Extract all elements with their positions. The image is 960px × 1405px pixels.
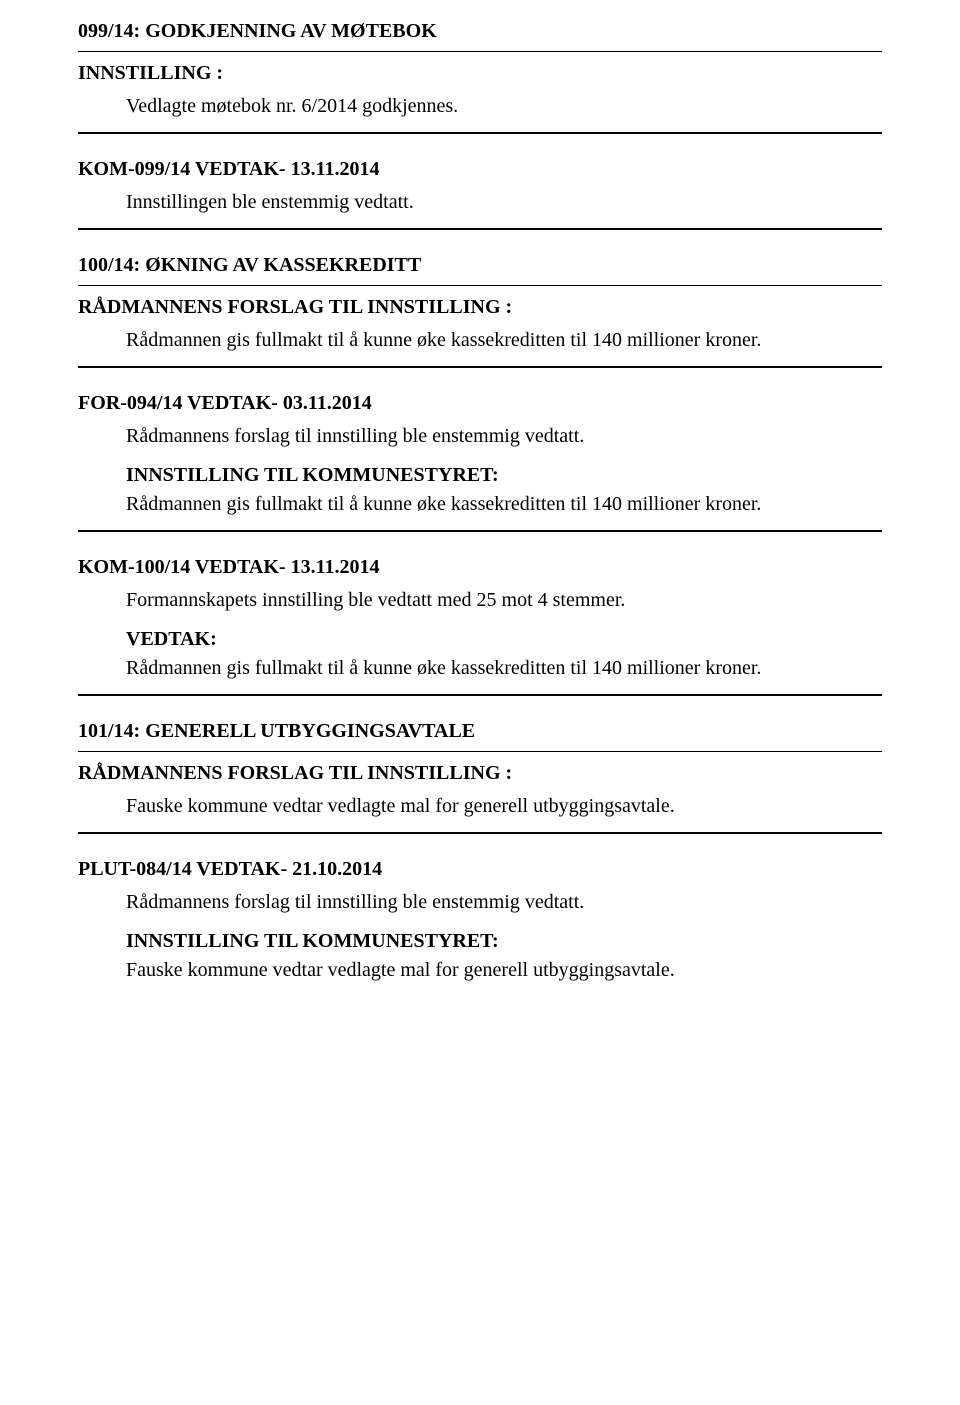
divider-thick bbox=[78, 694, 882, 696]
divider bbox=[78, 285, 882, 286]
divider bbox=[78, 751, 882, 752]
forslag-text-101: Fauske kommune vedtar vedlagte mal for g… bbox=[78, 795, 882, 818]
forslag-label: RÅDMANNENS FORSLAG TIL INNSTILLING : bbox=[78, 296, 882, 319]
for-094-label: FOR-094/14 VEDTAK- 03.11.2014 bbox=[78, 392, 882, 415]
section-101-title: 101/14: GENERELL UTBYGGINGSAVTALE bbox=[78, 720, 882, 743]
innstilling-kommunestyret-label: INNSTILLING TIL KOMMUNESTYRET: bbox=[78, 464, 882, 487]
for-094-text: Rådmannens forslag til innstilling ble e… bbox=[78, 425, 882, 448]
kom-100-text1: Formannskapets innstilling ble vedtatt m… bbox=[78, 589, 882, 612]
innstilling-kommunestyret-text: Rådmannen gis fullmakt til å kunne øke k… bbox=[78, 493, 882, 516]
kom-099-text: Innstillingen ble enstemmig vedtatt. bbox=[78, 191, 882, 214]
innstilling-kommunestyret-text-101: Fauske kommune vedtar vedlagte mal for g… bbox=[78, 959, 882, 982]
divider-thick bbox=[78, 366, 882, 368]
forslag-label-101: RÅDMANNENS FORSLAG TIL INNSTILLING : bbox=[78, 762, 882, 785]
innstilling-label: INNSTILLING : bbox=[78, 62, 882, 85]
section-100-title: 100/14: ØKNING AV KASSEKREDITT bbox=[78, 254, 882, 277]
plut-084-text: Rådmannens forslag til innstilling ble e… bbox=[78, 891, 882, 914]
vedtak-label: VEDTAK: bbox=[78, 628, 882, 651]
divider-thick bbox=[78, 832, 882, 834]
kom-099-label: KOM-099/14 VEDTAK- 13.11.2014 bbox=[78, 158, 882, 181]
divider-thick bbox=[78, 132, 882, 134]
section-099-title: 099/14: GODKJENNING AV MØTEBOK bbox=[78, 20, 882, 43]
innstilling-kommunestyret-label-101: INNSTILLING TIL KOMMUNESTYRET: bbox=[78, 930, 882, 953]
divider-thick bbox=[78, 530, 882, 532]
kom-100-label: KOM-100/14 VEDTAK- 13.11.2014 bbox=[78, 556, 882, 579]
divider bbox=[78, 51, 882, 52]
forslag-text: Rådmannen gis fullmakt til å kunne øke k… bbox=[78, 329, 882, 352]
innstilling-text: Vedlagte møtebok nr. 6/2014 godkjennes. bbox=[78, 95, 882, 118]
vedtak-text: Rådmannen gis fullmakt til å kunne øke k… bbox=[78, 657, 882, 680]
divider-thick bbox=[78, 228, 882, 230]
plut-084-label: PLUT-084/14 VEDTAK- 21.10.2014 bbox=[78, 858, 882, 881]
